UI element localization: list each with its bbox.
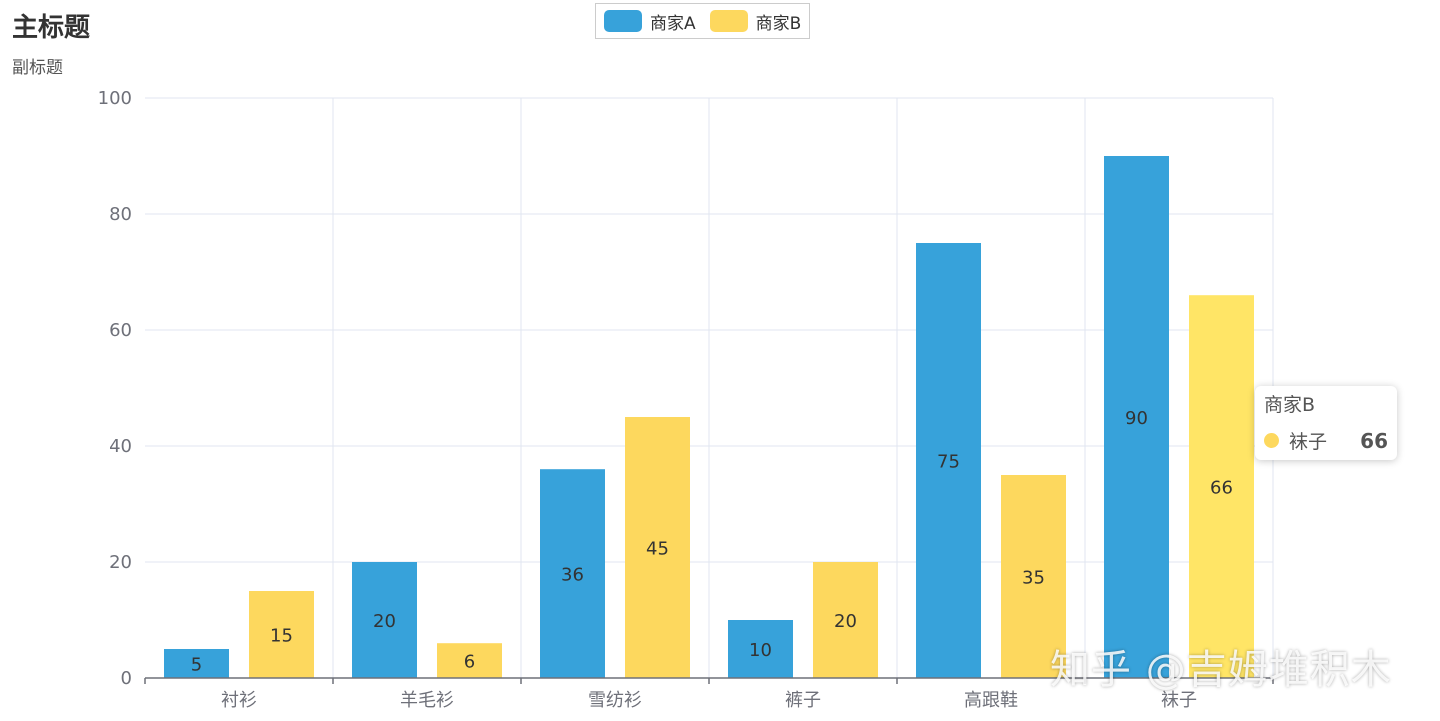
bar: [1001, 475, 1066, 678]
legend-item-series-b[interactable]: 商家B: [709, 9, 802, 34]
bar-data-label: 36: [561, 565, 584, 586]
bar: [352, 562, 417, 678]
x-tick-label: 裤子: [785, 690, 821, 711]
bar-data-label: 35: [1022, 568, 1045, 589]
tooltip-marker-dot: [1264, 433, 1279, 448]
bar-data-label: 15: [270, 626, 293, 647]
bar-data-label: 90: [1125, 408, 1148, 429]
y-tick-label: 0: [121, 668, 132, 689]
y-tick-label: 100: [98, 88, 132, 109]
bar: [813, 562, 878, 678]
bar: [249, 591, 314, 678]
chart-subtitle: 副标题: [12, 58, 63, 78]
bar-data-label: 20: [834, 611, 857, 632]
legend-swatch-series-a: [604, 10, 642, 32]
bar-data-label: 6: [464, 652, 475, 673]
tooltip: 商家B 袜子 66: [1255, 386, 1397, 460]
tooltip-row: 袜子 66: [1264, 427, 1388, 454]
bar: [916, 243, 981, 678]
bar-data-label: 20: [373, 611, 396, 632]
bar-data-label: 75: [937, 452, 960, 473]
legend: 商家A 商家B: [595, 3, 811, 39]
bar-data-label: 10: [749, 640, 772, 661]
bar: [1104, 156, 1169, 678]
legend-item-series-a[interactable]: 商家A: [604, 9, 696, 34]
y-tick-label: 40: [109, 436, 132, 457]
y-tick-label: 60: [109, 320, 132, 341]
legend-swatch-series-b: [709, 10, 748, 32]
x-tick-label: 袜子: [1161, 690, 1197, 711]
bar-data-label: 66: [1210, 478, 1233, 499]
y-tick-label: 80: [109, 204, 132, 225]
bar: [1189, 295, 1254, 678]
bar-data-label: 45: [646, 539, 669, 560]
y-tick-label: 20: [109, 552, 132, 573]
bar: [625, 417, 690, 678]
x-tick-label: 雪纺衫: [588, 690, 642, 711]
tooltip-value: 66: [1360, 428, 1388, 453]
bar: [728, 620, 793, 678]
legend-label-series-a: 商家A: [650, 13, 696, 34]
bar: [540, 469, 605, 678]
x-tick-label: 羊毛衫: [400, 690, 454, 711]
bar: [437, 643, 502, 678]
bar-data-label: 5: [191, 655, 202, 676]
x-tick-label: 高跟鞋: [964, 690, 1018, 711]
x-tick-label: 衬衫: [221, 690, 257, 711]
tooltip-category: 袜子: [1289, 431, 1328, 453]
bar: [164, 649, 229, 678]
legend-label-series-b: 商家B: [755, 13, 802, 34]
tooltip-series-name: 商家B: [1264, 394, 1316, 416]
watermark: 知乎 @吉姆堆积木: [1050, 647, 1392, 693]
chart-title: 主标题: [12, 13, 91, 43]
